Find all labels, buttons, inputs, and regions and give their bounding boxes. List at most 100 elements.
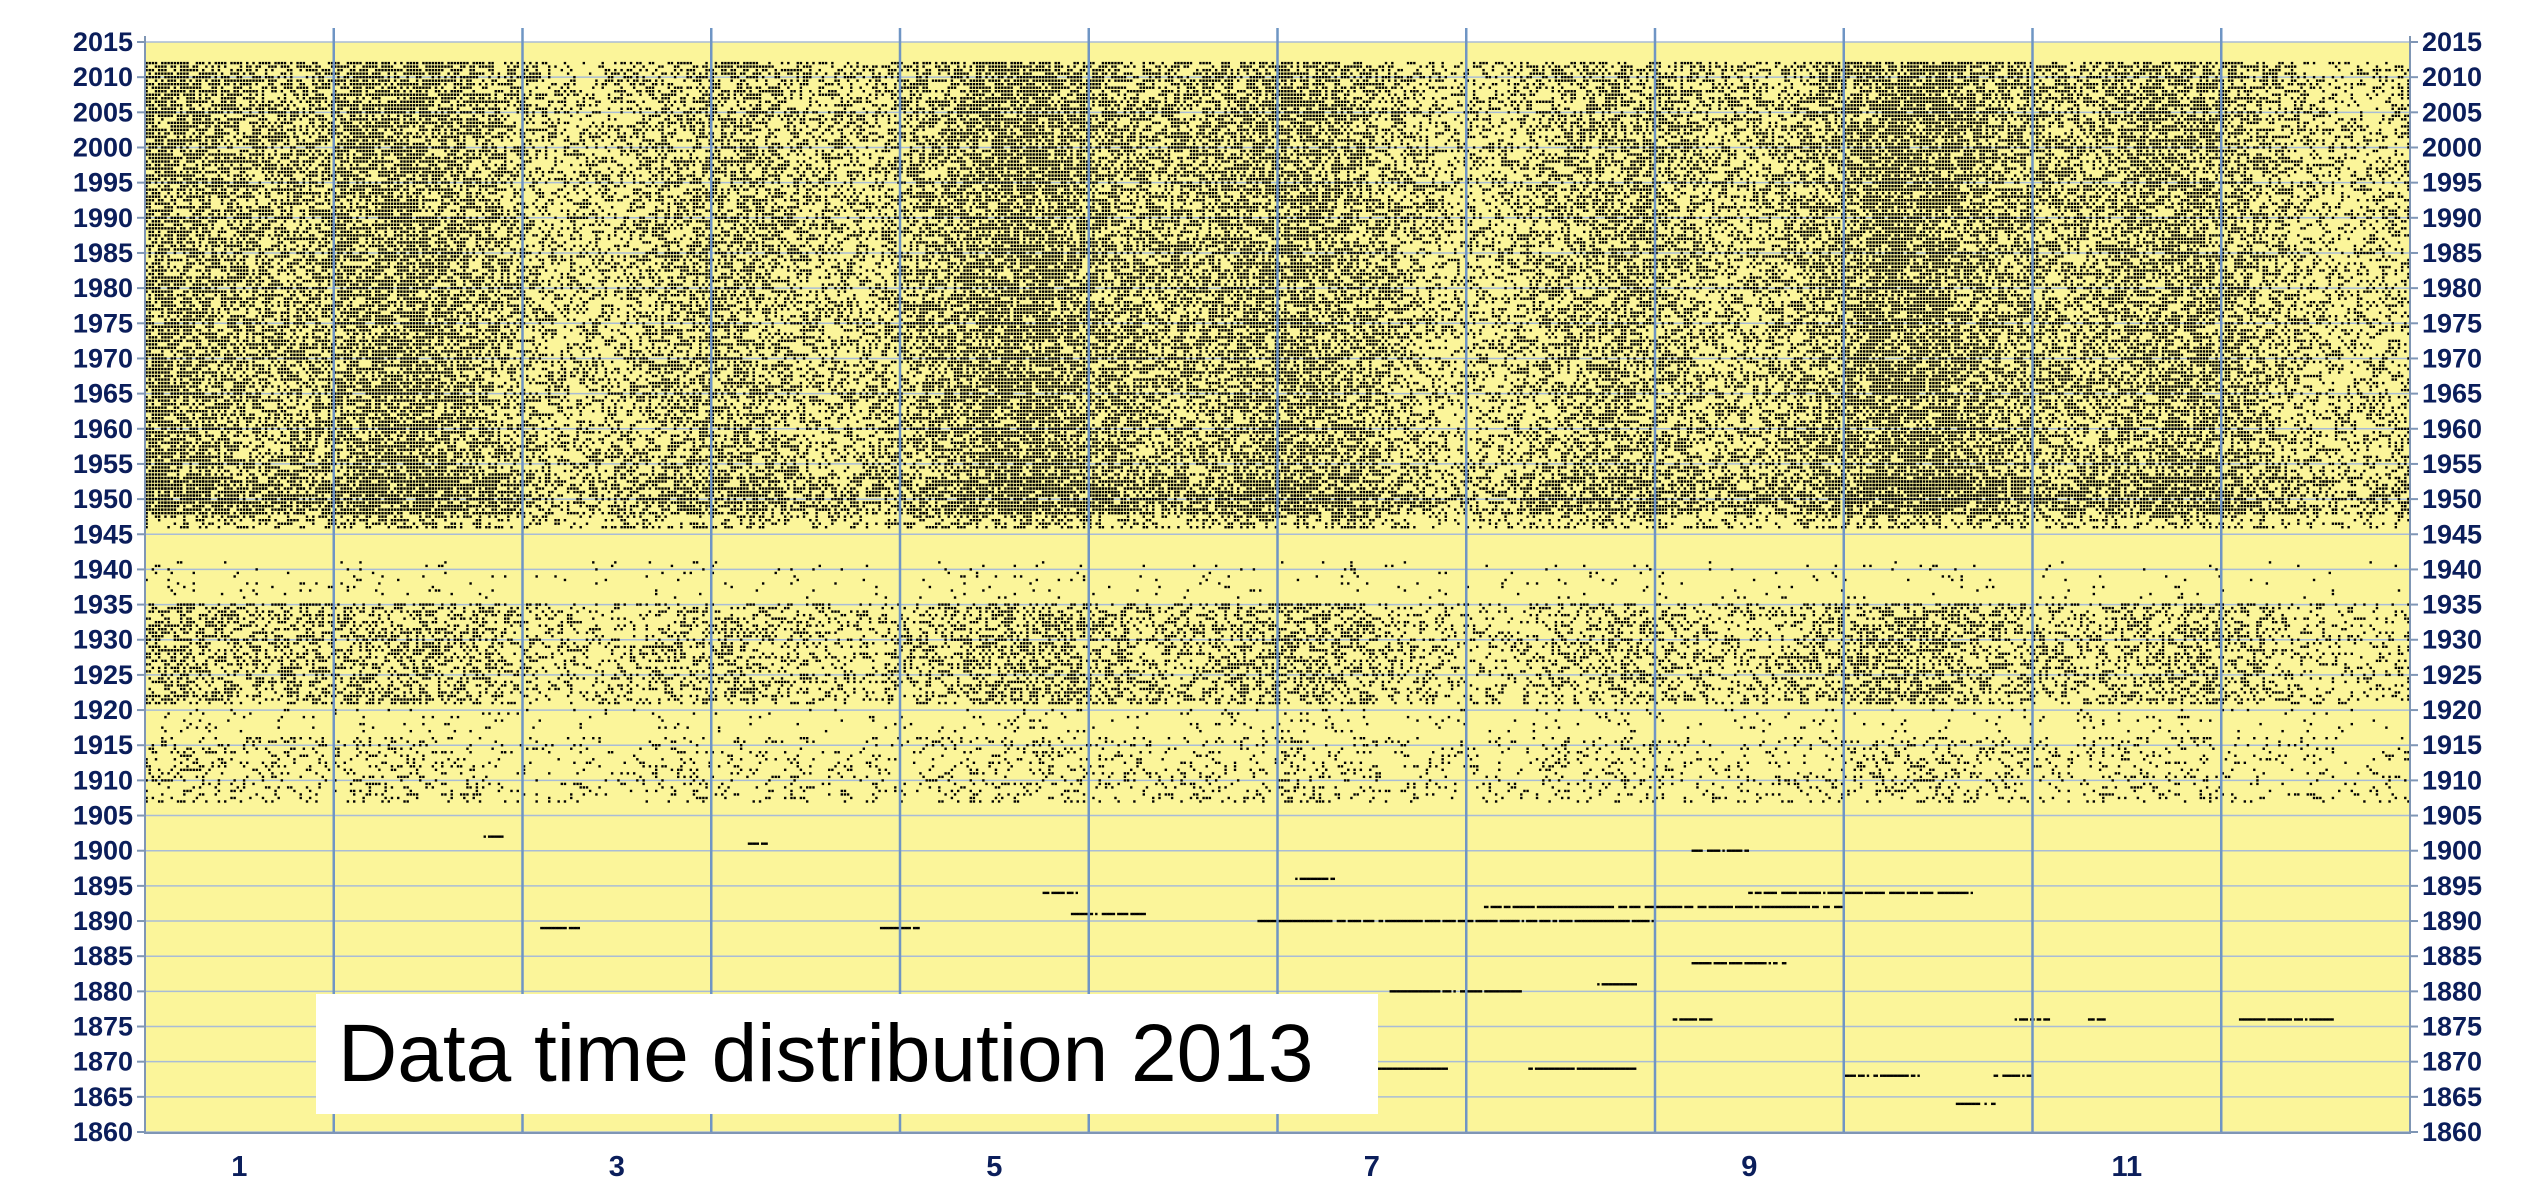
data-point — [164, 157, 166, 159]
data-point — [177, 94, 179, 96]
data-point — [180, 421, 182, 423]
data-point — [152, 125, 154, 127]
data-point — [240, 315, 242, 317]
data-point — [230, 396, 232, 398]
data-point — [237, 111, 239, 113]
data-point — [215, 220, 217, 222]
data-point — [249, 396, 251, 398]
data-point — [183, 115, 185, 117]
data-point — [177, 442, 179, 444]
data-point — [171, 108, 173, 110]
data-point — [174, 259, 176, 261]
data-point — [149, 410, 151, 412]
data-point — [158, 269, 160, 271]
data-point — [215, 361, 217, 363]
data-point — [211, 438, 213, 440]
data-point — [249, 414, 251, 416]
data-point — [246, 273, 248, 275]
data-point — [199, 435, 201, 437]
data-point — [202, 210, 204, 212]
data-point — [196, 378, 198, 380]
data-point — [196, 213, 198, 215]
data-point — [180, 108, 182, 110]
data-point — [186, 442, 188, 444]
data-point — [189, 108, 191, 110]
data-point — [167, 108, 169, 110]
data-point — [174, 399, 176, 401]
data-point — [171, 368, 173, 370]
data-point — [193, 97, 195, 99]
data-point — [218, 290, 220, 292]
data-point — [180, 414, 182, 416]
data-point — [221, 192, 223, 194]
data-point — [167, 312, 169, 314]
data-point — [174, 452, 176, 454]
data-point — [208, 378, 210, 380]
data-point — [149, 319, 151, 321]
data-point — [221, 171, 223, 173]
data-point — [158, 234, 160, 236]
data-point — [255, 259, 257, 261]
data-point — [193, 382, 195, 384]
data-point — [227, 421, 229, 423]
data-point — [237, 185, 239, 187]
data-point — [240, 111, 242, 113]
data-point — [211, 227, 213, 229]
data-point — [246, 283, 248, 285]
data-point — [233, 269, 235, 271]
data-point — [208, 153, 210, 155]
data-point — [249, 115, 251, 117]
data-point — [205, 150, 207, 152]
data-point — [186, 255, 188, 257]
data-point — [211, 392, 213, 394]
data-point — [205, 72, 207, 74]
data-point — [240, 224, 242, 226]
data-point — [221, 385, 223, 387]
data-point — [183, 347, 185, 349]
data-point — [171, 364, 173, 366]
data-point — [177, 164, 179, 166]
data-point — [224, 188, 226, 190]
data-point — [152, 245, 154, 247]
data-point — [224, 375, 226, 377]
data-point — [230, 245, 232, 247]
data-point — [230, 361, 232, 363]
data-point — [155, 146, 157, 148]
data-point — [249, 206, 251, 208]
data-point — [152, 491, 154, 493]
data-point — [177, 326, 179, 328]
data-point — [227, 157, 229, 159]
data-point — [171, 178, 173, 180]
data-point — [177, 136, 179, 138]
data-point — [196, 188, 198, 190]
data-point — [211, 101, 213, 103]
data-point — [193, 185, 195, 187]
data-point — [205, 287, 207, 289]
data-point — [189, 210, 191, 212]
data-point — [237, 79, 239, 81]
data-point — [199, 466, 201, 468]
data-point — [158, 248, 160, 250]
data-point — [149, 378, 151, 380]
data-point — [249, 319, 251, 321]
data-point — [161, 224, 163, 226]
data-point — [155, 505, 157, 507]
data-point — [149, 266, 151, 268]
data-point — [177, 438, 179, 440]
data-point — [202, 143, 204, 145]
data-point — [215, 83, 217, 85]
data-point — [230, 319, 232, 321]
data-point — [246, 368, 248, 370]
data-point — [211, 241, 213, 243]
data-point — [215, 477, 217, 479]
data-point — [174, 90, 176, 92]
data-point — [205, 326, 207, 328]
data-point — [211, 262, 213, 264]
data-point — [171, 396, 173, 398]
data-point — [211, 90, 213, 92]
data-point — [155, 97, 157, 99]
data-point — [218, 153, 220, 155]
data-point — [155, 487, 157, 489]
data-point — [218, 466, 220, 468]
data-point — [180, 357, 182, 359]
